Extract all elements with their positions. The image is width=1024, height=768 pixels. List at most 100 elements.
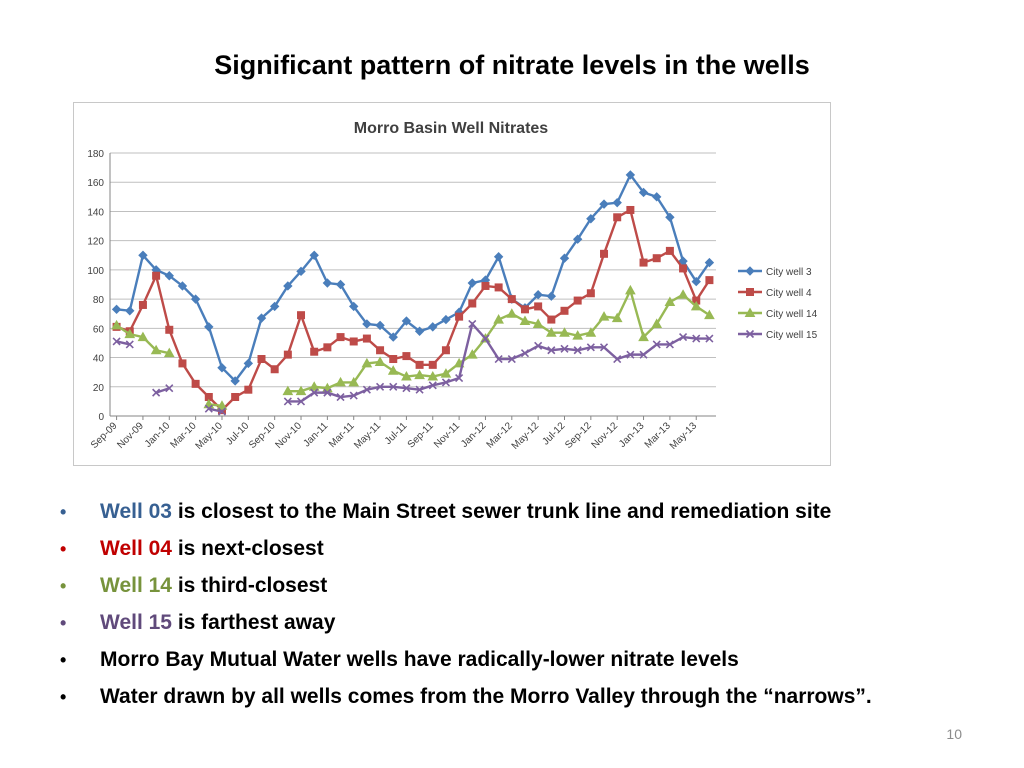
data-point — [414, 326, 425, 336]
data-point — [677, 289, 689, 299]
bullet-text: is closest to the Main Street sewer trun… — [171, 500, 832, 523]
data-point — [651, 318, 663, 328]
x-tick-label: Nov-12 — [590, 420, 621, 451]
y-tick-label: 40 — [93, 354, 105, 365]
data-point — [323, 388, 332, 397]
data-point — [402, 352, 411, 361]
data-point — [348, 376, 360, 387]
bullet-list: • Well 03 is closest to the Main Street s… — [60, 498, 872, 720]
data-point — [216, 400, 228, 410]
data-point — [466, 349, 478, 359]
data-point — [599, 343, 609, 352]
data-point — [494, 354, 503, 364]
data-point — [534, 302, 543, 311]
data-point — [547, 315, 556, 324]
bullet-highlight: Well 04 — [100, 537, 172, 560]
data-point — [401, 371, 412, 381]
bullet-highlight: Well 03 — [100, 500, 172, 523]
data-point — [626, 205, 635, 214]
data-point — [150, 344, 162, 355]
bullet-dot: • — [60, 650, 67, 670]
data-point — [573, 346, 582, 355]
data-point — [204, 322, 214, 332]
data-point — [362, 334, 371, 343]
y-tick-label: 20 — [93, 383, 105, 394]
data-point — [375, 382, 385, 391]
series-2 — [112, 205, 714, 415]
nitrate-line-chart: Morro Basin Well Nitrates 0 20 40 60 80 100 12… — [87, 120, 817, 452]
data-point — [506, 308, 518, 318]
data-point — [361, 357, 373, 368]
data-point — [573, 296, 582, 305]
bullet-item: • Well 15 is farthest away — [60, 609, 872, 646]
y-tick-label: 120 — [87, 237, 104, 248]
data-point — [190, 294, 201, 304]
data-point — [414, 369, 425, 380]
data-point — [690, 300, 702, 311]
data-point — [152, 388, 161, 397]
data-point — [678, 333, 688, 342]
y-tick-label: 80 — [93, 295, 105, 306]
bullet-highlight: Well 15 — [100, 611, 172, 634]
legend-marker — [745, 329, 755, 339]
series-line — [155, 387, 170, 394]
data-point — [679, 264, 688, 273]
y-tick-label: 100 — [87, 266, 104, 277]
data-point — [283, 397, 292, 406]
data-point — [625, 284, 636, 295]
data-point — [387, 365, 399, 375]
data-point — [388, 332, 398, 342]
data-point — [468, 299, 477, 308]
bullet-item: • Water drawn by all wells comes from the… — [60, 683, 872, 720]
data-point — [125, 306, 135, 316]
data-point — [481, 334, 490, 343]
data-point — [323, 343, 332, 352]
x-tick-label: Sep-09 — [89, 420, 120, 451]
data-point — [545, 327, 557, 337]
bullet-text: Morro Bay Mutual Water wells have radica… — [100, 648, 739, 671]
bullet-text: Water drawn by all wells comes from the … — [100, 685, 872, 708]
data-point — [401, 316, 412, 326]
data-point — [441, 378, 451, 387]
data-point — [374, 356, 386, 366]
data-point — [493, 252, 504, 262]
data-point — [283, 281, 293, 291]
data-point — [520, 349, 530, 358]
data-point — [244, 385, 253, 394]
data-point — [243, 358, 254, 369]
data-point — [152, 271, 161, 280]
x-tick-label: Sep-11 — [406, 420, 436, 450]
x-tick-label: Sep-12 — [563, 420, 594, 451]
bullet-item: • Well 14 is third-closest — [60, 572, 872, 609]
data-point — [336, 333, 345, 342]
x-tick-label: Jan-13 — [617, 420, 647, 450]
data-point — [191, 379, 200, 388]
y-tick-label: 60 — [93, 324, 105, 335]
series-line — [116, 208, 711, 412]
data-point — [493, 314, 504, 324]
data-point — [125, 340, 134, 349]
data-point — [639, 350, 648, 359]
data-point — [349, 337, 358, 346]
data-point — [613, 354, 622, 364]
bullet-text: is farthest away — [171, 611, 336, 634]
legend-marker — [744, 307, 756, 317]
bullet-text: is third-closest — [171, 574, 328, 597]
data-point — [231, 393, 240, 402]
legend-label: City well 4 — [766, 288, 812, 299]
x-tick-label: Sep-10 — [247, 420, 278, 451]
data-point — [230, 376, 240, 386]
data-point — [376, 346, 385, 355]
bullet-highlight: Well 14 — [100, 574, 172, 597]
data-point — [204, 404, 213, 413]
data-point — [269, 301, 280, 312]
y-tick-label: 180 — [87, 149, 104, 160]
data-point — [559, 253, 570, 263]
data-point — [308, 381, 320, 391]
data-point — [389, 355, 398, 364]
x-tick-label: Nov-10 — [273, 420, 304, 451]
bullet-dot: • — [60, 613, 67, 633]
series-line — [116, 172, 711, 383]
data-point — [178, 359, 187, 368]
data-point — [664, 296, 676, 307]
